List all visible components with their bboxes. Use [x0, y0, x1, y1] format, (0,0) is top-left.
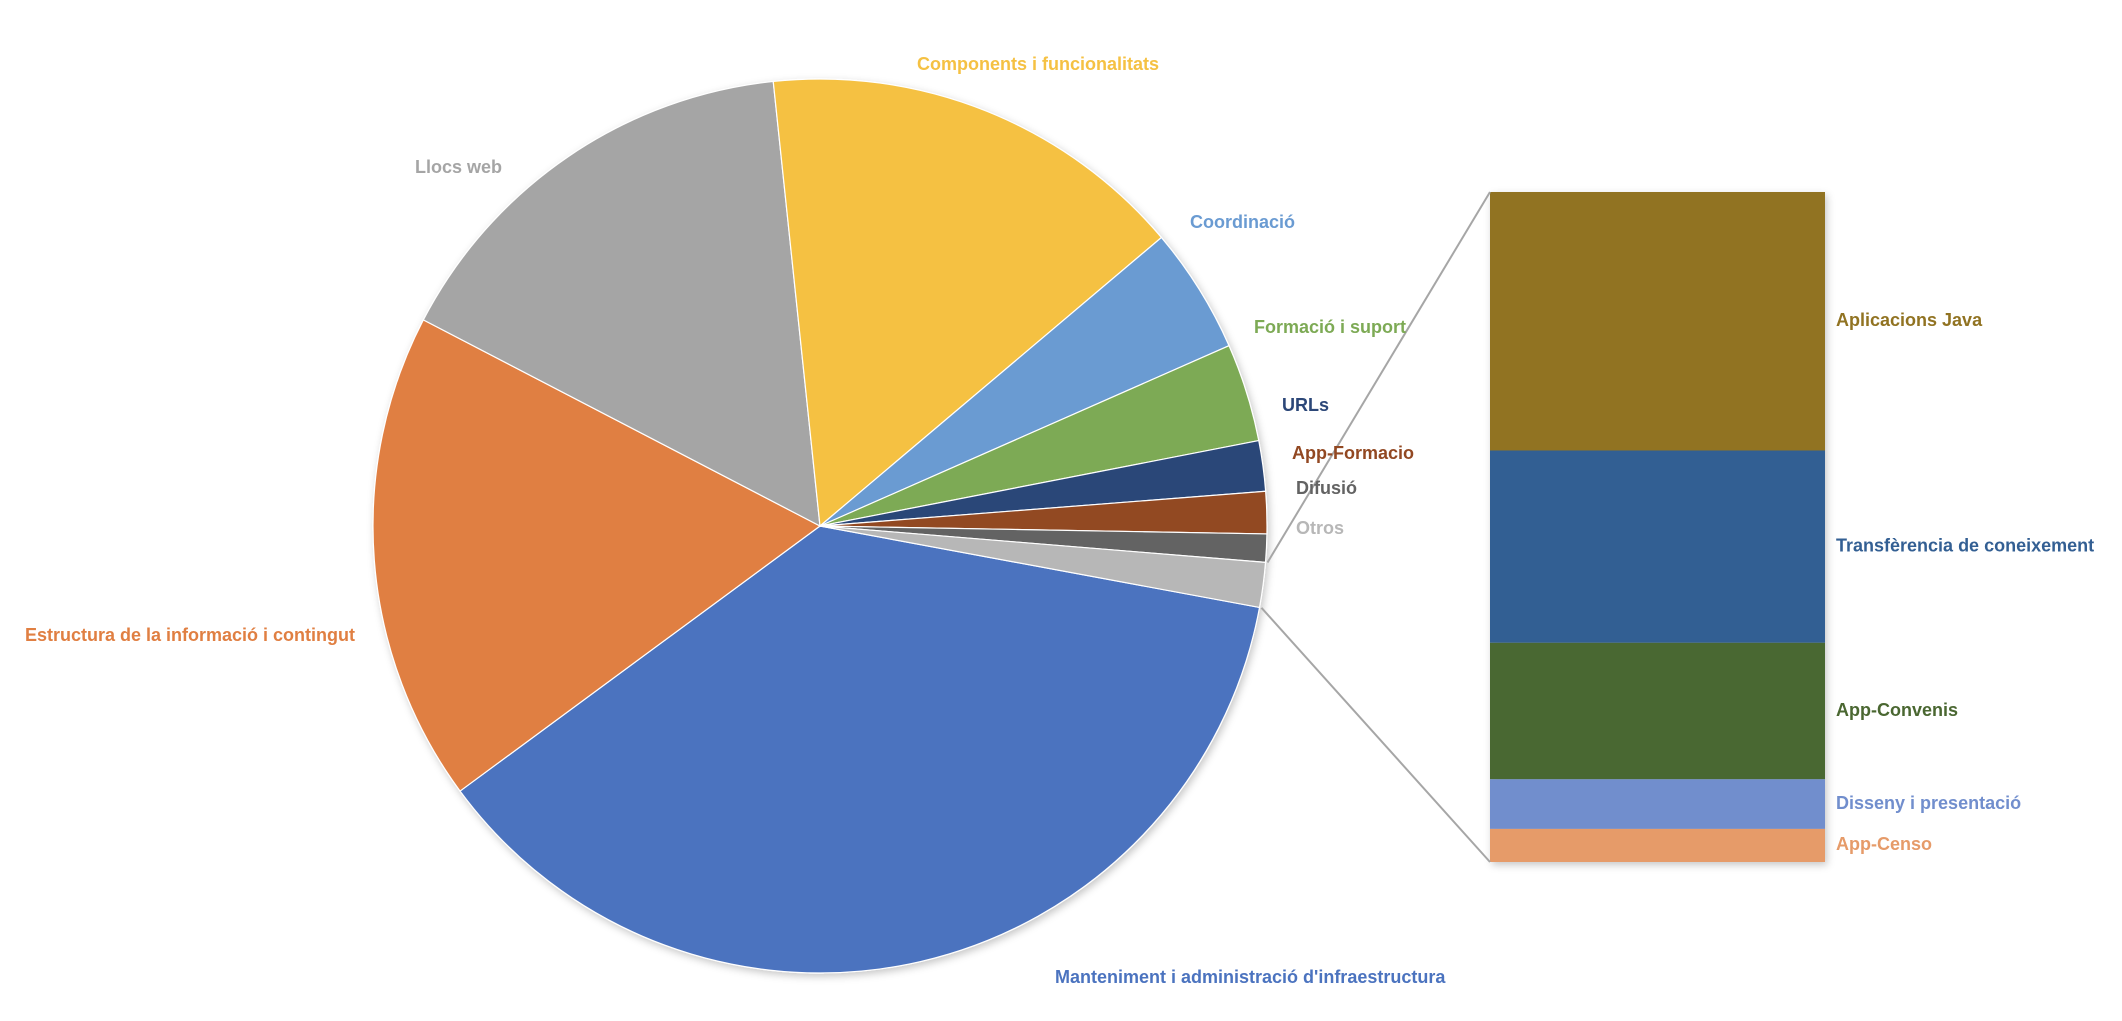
- pie-label-app-formacio: App-Formacio: [1292, 443, 1414, 463]
- bar-label-app-convenis: App-Convenis: [1836, 700, 1958, 720]
- connector-top: [1266, 191, 1491, 564]
- bar-segment-disseny-i-presentacio: [1490, 779, 1825, 829]
- bar-segment-transferencia-de-coneixement: [1490, 450, 1825, 643]
- bar-label-disseny-i-presentacio: Disseny i presentació: [1836, 793, 2021, 813]
- bar-label-aplicacions-java: Aplicacions Java: [1836, 310, 1983, 330]
- pie-slice-estructura-de-la-informacio-i-contingut: [372, 319, 822, 792]
- connector-bottom: [1260, 607, 1491, 863]
- bar-segment-aplicacions-java: [1490, 192, 1825, 451]
- bar-label-transferencia-de-coneixement: Transfèrencia de coneixement: [1836, 535, 2094, 555]
- bar-label-app-censo: App-Censo: [1836, 834, 1932, 854]
- pie-label-otros: Otros: [1296, 518, 1344, 538]
- pie-slice-components-i-funcionalitats: [772, 78, 1163, 528]
- bar-segment-app-censo: [1490, 828, 1825, 862]
- pie-label-llocs-web: Llocs web: [415, 157, 502, 177]
- stacked-bar: [1490, 192, 1825, 862]
- pie-labels: Manteniment i administració d'infraestru…: [25, 54, 1446, 987]
- pie-label-manteniment-i-administracio-d-infraestructura: Manteniment i administració d'infraestru…: [1055, 967, 1446, 987]
- pie-label-estructura-de-la-informacio-i-contingut: Estructura de la informació i contingut: [25, 625, 355, 645]
- pie-label-urls: URLs: [1282, 395, 1329, 415]
- pie-slice-llocs-web: [422, 80, 821, 528]
- pie-slice-manteniment-i-administracio-d-infraestructura: [459, 525, 1261, 974]
- pie-label-coordinacio: Coordinació: [1190, 212, 1295, 232]
- pie-slice-otros: [819, 525, 1267, 609]
- pie-label-formacio-i-suport: Formació i suport: [1254, 317, 1406, 337]
- bar-labels: Aplicacions Java Transfèrencia de coneixe…: [1836, 310, 2094, 854]
- bar-segment-app-convenis: [1490, 642, 1825, 780]
- pie: [372, 78, 1268, 974]
- pie-label-difusio: Difusió: [1296, 478, 1357, 498]
- pie-label-components-i-funcionalitats: Components i funcionalitats: [917, 54, 1159, 74]
- connector-lines: [1260, 191, 1491, 863]
